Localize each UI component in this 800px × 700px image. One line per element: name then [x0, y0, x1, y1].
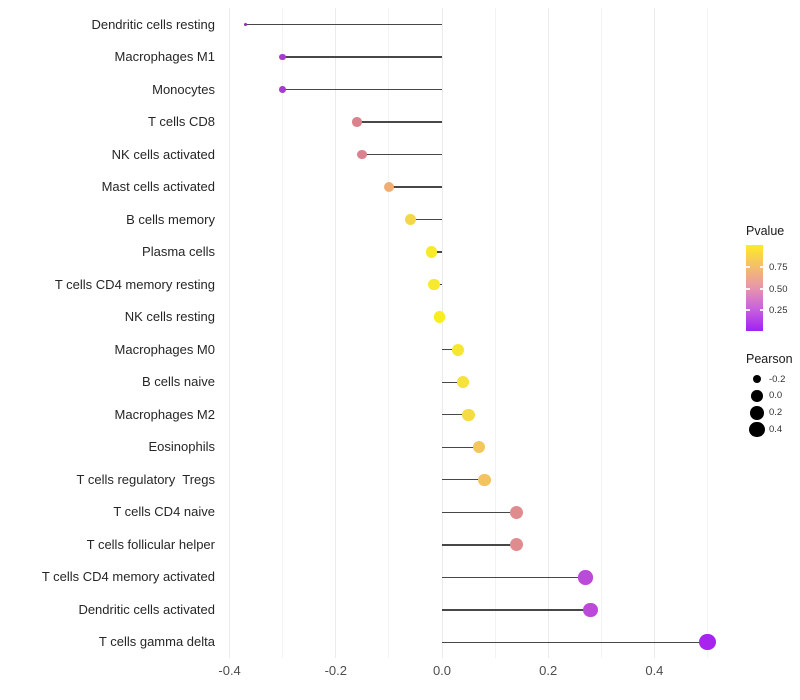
y-axis-label: Mast cells activated	[101, 179, 215, 195]
y-axis-label: NK cells resting	[124, 309, 215, 325]
minor-gridline	[707, 8, 708, 658]
lollipop-stem	[442, 349, 458, 351]
y-axis-label: Dendritic cells resting	[91, 16, 215, 32]
y-axis-label: Macrophages M1	[114, 49, 215, 65]
lollipop-stem	[282, 56, 442, 58]
major-gridline	[653, 8, 655, 658]
y-axis-label: Eosinophils	[148, 439, 216, 455]
pearson-size-label: 0.4	[769, 424, 783, 436]
lollipop-dot	[578, 570, 593, 585]
pvalue-gradient-bar	[746, 245, 763, 331]
pvalue-tick-notch	[746, 309, 750, 311]
pearson-size-label: -0.2	[769, 373, 786, 385]
y-axis-label: T cells follicular helper	[86, 536, 215, 552]
y-axis-label: B cells naive	[142, 374, 215, 390]
y-axis-label: B cells memory	[126, 211, 215, 227]
lollipop-stem	[410, 218, 442, 221]
pearson-legend-title: Pearson	[746, 352, 793, 366]
pearson-size-dot	[750, 405, 764, 420]
major-gridline	[441, 8, 443, 658]
lollipop-dot	[279, 86, 287, 93]
y-axis-label: Plasma cells	[142, 244, 215, 260]
lollipop-stem	[442, 381, 464, 383]
pearson-size-dot	[752, 374, 762, 384]
major-gridline	[547, 8, 549, 658]
x-axis-tick-label: -0.2	[324, 663, 347, 678]
lollipop-dot	[243, 22, 248, 27]
y-axis-label: Dendritic cells activated	[78, 601, 215, 617]
lollipop-dot	[478, 473, 491, 487]
pvalue-legend-title: Pvalue	[746, 224, 785, 238]
lollipop-stem	[388, 186, 442, 188]
y-axis-label: T cells CD4 memory resting	[54, 276, 215, 292]
lollipop-dot	[451, 343, 464, 356]
y-axis-label: T cells gamma delta	[98, 634, 215, 650]
pvalue-tick-notch	[746, 288, 750, 290]
lollipop-stem	[442, 544, 517, 546]
lollipop-stem	[442, 641, 708, 644]
lollipop-stem	[357, 121, 442, 123]
lollipop-stem	[442, 479, 485, 481]
lollipop-dot	[583, 602, 598, 618]
x-axis-tick-label: 0.4	[645, 663, 664, 678]
lollipop-dot	[428, 278, 440, 291]
pearson-size-dot	[751, 390, 763, 402]
minor-gridline	[494, 8, 496, 658]
lollipop-stem	[442, 609, 591, 611]
lollipop-stem	[282, 88, 442, 91]
y-axis-label: Macrophages M0	[114, 341, 215, 357]
y-axis-label: T cells CD8	[148, 114, 215, 130]
minor-gridline	[388, 8, 390, 658]
y-axis-label: Macrophages M2	[114, 406, 215, 422]
pearson-size-label: 0.2	[769, 407, 783, 419]
y-axis-label: NK cells activated	[111, 146, 215, 162]
major-gridline	[335, 8, 337, 658]
lollipop-dot	[425, 246, 438, 258]
y-axis-label: T cells CD4 naive	[113, 504, 215, 520]
pvalue-tick-notch	[759, 288, 763, 290]
lollipop-dot	[357, 149, 368, 160]
lollipop-dot	[462, 408, 475, 421]
minor-gridline	[600, 8, 602, 658]
pvalue-tick-notch	[746, 266, 750, 268]
lollipop-stem	[362, 153, 442, 156]
y-axis-label: T cells regulatory Tregs	[76, 471, 215, 487]
x-axis-tick-label: 0.0	[432, 663, 452, 678]
lollipop-dot	[404, 214, 416, 226]
lollipop-stem	[442, 446, 480, 448]
lollipop-stem	[442, 576, 586, 579]
lollipop-stem	[442, 511, 517, 513]
lollipop-dot	[699, 634, 716, 651]
lollipop-dot	[279, 53, 287, 61]
lollipop-dot	[433, 311, 446, 323]
x-axis-tick-label: -0.4	[218, 663, 241, 678]
minor-gridline	[282, 8, 284, 658]
lollipop-dot	[383, 181, 395, 193]
lollipop-stem	[442, 414, 469, 416]
y-axis-label: Monocytes	[152, 81, 215, 97]
pvalue-tick-label: 0.75	[769, 261, 788, 273]
pearson-size-label: 0.0	[769, 390, 783, 402]
pearson-size-dot	[749, 421, 765, 438]
lollipop-stem	[245, 23, 442, 26]
pvalue-tick-notch	[759, 309, 763, 311]
pvalue-tick-label: 0.50	[769, 283, 788, 295]
lollipop-dot	[509, 505, 523, 519]
lollipop-dot	[509, 538, 523, 552]
lollipop-dot	[457, 376, 470, 389]
y-axis-label: T cells CD4 memory activated	[41, 569, 215, 585]
pvalue-tick-notch	[759, 266, 763, 268]
x-axis-tick-label: 0.2	[539, 663, 558, 678]
pvalue-tick-label: 0.25	[769, 304, 788, 316]
major-gridline	[229, 8, 231, 658]
lollipop-dot	[352, 117, 362, 127]
lollipop-dot	[472, 441, 486, 454]
